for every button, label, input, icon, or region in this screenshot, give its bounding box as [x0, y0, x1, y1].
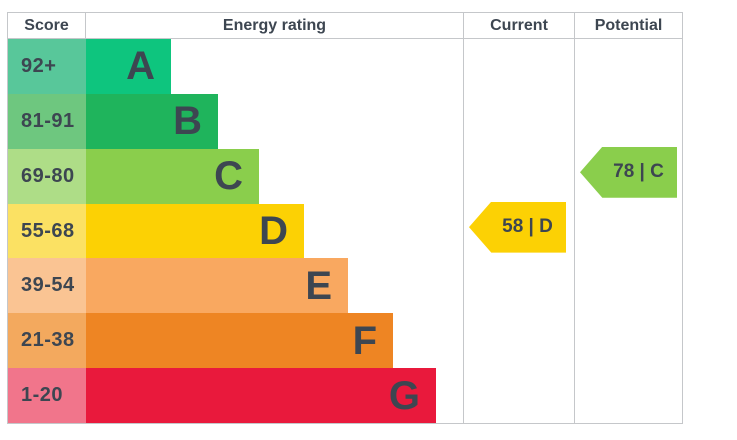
- table-header-row: Score Energy rating Current Potential: [8, 13, 682, 39]
- band-bar-c: C: [86, 148, 259, 204]
- current-rating-label: 58 | D: [502, 216, 553, 238]
- band-letter-e: E: [305, 263, 332, 308]
- score-cell-g: 1-20: [8, 368, 86, 424]
- current-column-divider: [463, 39, 464, 423]
- band-letter-b: B: [173, 99, 202, 144]
- band-bar-f: F: [86, 313, 393, 369]
- band-row-g: 1-20 G: [8, 368, 682, 424]
- header-current: Current: [464, 13, 575, 38]
- band-bar-d: D: [86, 203, 304, 259]
- header-energy-rating: Energy rating: [86, 13, 464, 38]
- band-row-b: 81-91 B: [8, 93, 682, 149]
- header-potential: Potential: [594, 16, 663, 34]
- epc-body: 92+ A 81-91 B 69-80 C 55-68 D 39-54 E 21-38 F 1-20 G …: [8, 39, 682, 424]
- band-bar-b: B: [86, 93, 218, 149]
- band-letter-a: A: [126, 44, 155, 89]
- band-letter-f: F: [352, 318, 377, 363]
- band-row-a: 92+ A: [8, 39, 682, 94]
- band-bar-g: G: [86, 368, 436, 424]
- score-cell-c: 69-80: [8, 148, 86, 204]
- band-letter-c: C: [214, 154, 243, 199]
- score-cell-f: 21-38: [8, 313, 86, 369]
- epc-table: Score Energy rating Current Potential 92…: [7, 12, 683, 424]
- band-row-c: 69-80 C: [8, 148, 682, 204]
- band-bar-a: A: [86, 39, 171, 94]
- score-cell-a: 92+: [8, 39, 86, 94]
- band-row-e: 39-54 E: [8, 258, 682, 314]
- band-letter-d: D: [259, 209, 288, 253]
- band-row-f: 21-38 F: [8, 313, 682, 369]
- band-row-d: 55-68 D: [8, 203, 682, 259]
- potential-rating-label: 78 | C: [613, 161, 664, 183]
- score-cell-e: 39-54: [8, 258, 86, 314]
- current-rating-arrow: 58 | D: [469, 201, 566, 253]
- band-letter-g: G: [388, 373, 420, 418]
- header-score: Score: [8, 13, 86, 38]
- band-bar-e: E: [86, 258, 348, 314]
- score-cell-b: 81-91: [8, 93, 86, 149]
- score-cell-d: 55-68: [8, 203, 86, 259]
- potential-column-divider: [574, 39, 575, 423]
- potential-rating-arrow: 78 | C: [580, 146, 677, 198]
